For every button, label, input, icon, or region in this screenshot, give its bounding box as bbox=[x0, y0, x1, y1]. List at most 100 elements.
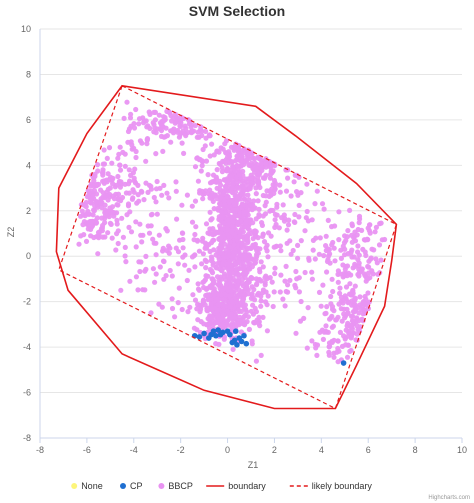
point-bbcp bbox=[283, 263, 289, 269]
point-bbcp bbox=[329, 304, 336, 310]
point-bbcp bbox=[131, 145, 137, 151]
point-bbcp bbox=[99, 170, 106, 176]
point-bbcp bbox=[107, 205, 113, 211]
point-bbcp bbox=[278, 248, 284, 254]
point-bbcp bbox=[382, 236, 388, 243]
point-bbcp bbox=[316, 289, 323, 295]
point-bbcp bbox=[323, 323, 329, 329]
legend-item-bbcp[interactable]: BBCP bbox=[158, 481, 193, 491]
point-bbcp bbox=[111, 196, 117, 202]
point-bbcp bbox=[202, 277, 208, 283]
point-bbcp bbox=[351, 298, 357, 304]
point-bbcp bbox=[227, 173, 233, 179]
series-likely-boundary bbox=[58, 84, 398, 410]
point-bbcp bbox=[329, 324, 335, 330]
point-bbcp bbox=[163, 273, 169, 279]
legend-item-none[interactable]: None bbox=[71, 481, 103, 491]
point-bbcp bbox=[176, 285, 182, 291]
credits-text[interactable]: Highcharts.com bbox=[428, 495, 470, 501]
point-bbcp bbox=[135, 182, 141, 188]
point-bbcp bbox=[192, 198, 199, 204]
point-bbcp bbox=[290, 247, 296, 254]
point-bbcp bbox=[267, 164, 274, 170]
point-bbcp bbox=[248, 172, 254, 178]
point-bbcp bbox=[309, 276, 315, 282]
point-bbcp bbox=[273, 221, 279, 228]
point-bbcp bbox=[252, 305, 258, 311]
point-bbcp bbox=[372, 229, 378, 235]
point-bbcp bbox=[215, 282, 221, 288]
point-bbcp bbox=[195, 281, 201, 287]
point-bbcp bbox=[309, 338, 315, 344]
point-bbcp bbox=[105, 197, 111, 203]
point-bbcp bbox=[233, 270, 239, 277]
point-bbcp bbox=[287, 277, 293, 283]
point-bbcp bbox=[216, 316, 222, 322]
point-bbcp bbox=[253, 358, 259, 364]
legend-symbol bbox=[71, 483, 78, 489]
point-bbcp bbox=[356, 266, 362, 272]
point-bbcp bbox=[108, 174, 114, 180]
point-bbcp bbox=[228, 283, 234, 289]
point-bbcp bbox=[122, 181, 128, 187]
point-bbcp bbox=[247, 186, 253, 192]
point-bbcp bbox=[133, 154, 139, 161]
point-bbcp bbox=[253, 216, 259, 222]
point-bbcp bbox=[228, 288, 234, 294]
legend-item-likely-boundary[interactable]: likely boundary bbox=[289, 481, 373, 491]
point-bbcp bbox=[207, 153, 213, 159]
point-bbcp bbox=[214, 167, 220, 173]
point-cp bbox=[241, 332, 247, 339]
point-bbcp bbox=[356, 273, 362, 279]
point-bbcp bbox=[288, 193, 294, 199]
point-bbcp bbox=[160, 118, 166, 124]
point-bbcp bbox=[348, 249, 354, 255]
point-bbcp bbox=[156, 112, 162, 118]
point-bbcp bbox=[260, 264, 266, 270]
legend-label: boundary bbox=[228, 481, 266, 491]
point-bbcp bbox=[216, 160, 222, 167]
point-bbcp bbox=[128, 172, 134, 178]
point-bbcp bbox=[220, 312, 226, 318]
point-bbcp bbox=[87, 196, 93, 202]
point-bbcp bbox=[233, 193, 239, 199]
point-bbcp bbox=[366, 222, 373, 228]
legend-item-boundary[interactable]: boundary bbox=[206, 481, 266, 491]
point-bbcp bbox=[219, 169, 225, 175]
point-bbcp bbox=[268, 189, 274, 196]
point-bbcp bbox=[243, 218, 249, 224]
point-bbcp bbox=[343, 342, 349, 348]
point-bbcp bbox=[296, 214, 302, 220]
y-tick-label: 10 bbox=[21, 24, 31, 34]
point-bbcp bbox=[250, 220, 256, 226]
point-bbcp bbox=[316, 251, 322, 257]
point-bbcp bbox=[257, 269, 263, 275]
point-bbcp bbox=[207, 321, 213, 327]
point-bbcp bbox=[100, 222, 106, 229]
point-bbcp bbox=[356, 213, 363, 219]
point-bbcp bbox=[258, 259, 264, 265]
point-bbcp bbox=[141, 118, 147, 124]
point-bbcp bbox=[222, 202, 228, 208]
point-bbcp bbox=[127, 278, 133, 284]
point-bbcp bbox=[272, 211, 278, 218]
point-bbcp bbox=[256, 172, 262, 178]
point-bbcp bbox=[253, 165, 259, 171]
point-bbcp bbox=[240, 281, 246, 287]
point-bbcp bbox=[224, 319, 230, 325]
point-cp bbox=[208, 331, 214, 338]
point-bbcp bbox=[141, 197, 147, 203]
point-bbcp bbox=[264, 242, 270, 248]
x-tick-label: -2 bbox=[177, 445, 185, 455]
point-bbcp bbox=[240, 245, 246, 251]
point-bbcp bbox=[366, 270, 372, 276]
point-bbcp bbox=[133, 219, 139, 225]
point-bbcp bbox=[256, 179, 262, 185]
point-bbcp bbox=[253, 191, 259, 197]
legend-item-cp[interactable]: CP bbox=[120, 481, 143, 491]
point-bbcp bbox=[180, 245, 186, 251]
point-bbcp bbox=[100, 161, 106, 167]
point-bbcp bbox=[337, 271, 343, 277]
point-bbcp bbox=[272, 217, 278, 223]
